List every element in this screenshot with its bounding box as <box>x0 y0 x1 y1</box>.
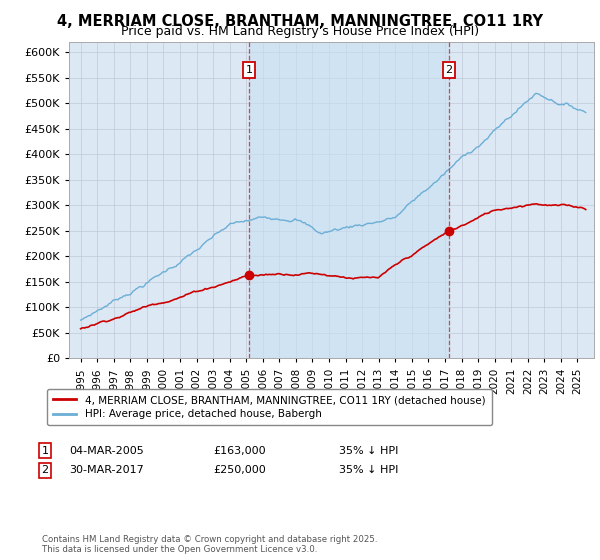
Text: Price paid vs. HM Land Registry's House Price Index (HPI): Price paid vs. HM Land Registry's House … <box>121 25 479 38</box>
Text: 35% ↓ HPI: 35% ↓ HPI <box>339 465 398 475</box>
Legend: 4, MERRIAM CLOSE, BRANTHAM, MANNINGTREE, CO11 1RY (detached house), HPI: Average: 4, MERRIAM CLOSE, BRANTHAM, MANNINGTREE,… <box>47 389 491 426</box>
Text: Contains HM Land Registry data © Crown copyright and database right 2025.
This d: Contains HM Land Registry data © Crown c… <box>42 535 377 554</box>
Text: 1: 1 <box>245 65 253 75</box>
Text: 30-MAR-2017: 30-MAR-2017 <box>69 465 144 475</box>
Text: 2: 2 <box>41 465 49 475</box>
Text: £250,000: £250,000 <box>213 465 266 475</box>
Text: 4, MERRIAM CLOSE, BRANTHAM, MANNINGTREE, CO11 1RY: 4, MERRIAM CLOSE, BRANTHAM, MANNINGTREE,… <box>57 14 543 29</box>
Text: 35% ↓ HPI: 35% ↓ HPI <box>339 446 398 456</box>
Text: 2: 2 <box>446 65 452 75</box>
Text: 04-MAR-2005: 04-MAR-2005 <box>69 446 144 456</box>
Text: £163,000: £163,000 <box>213 446 266 456</box>
Text: 1: 1 <box>41 446 49 456</box>
Bar <box>249 42 449 358</box>
